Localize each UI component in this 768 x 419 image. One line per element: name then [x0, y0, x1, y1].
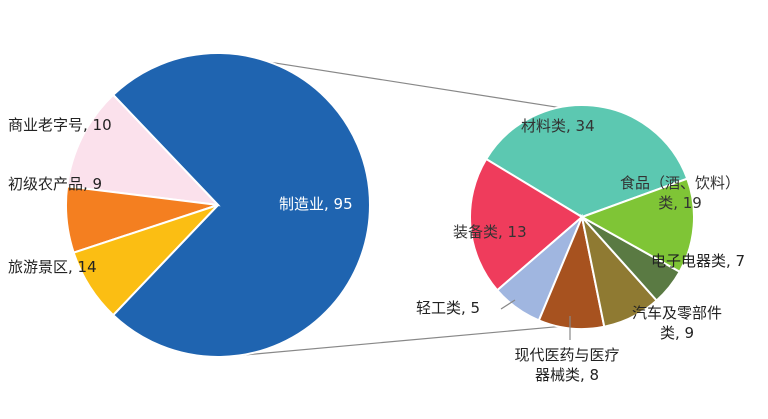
label-agri-products: 初级农产品, 9: [8, 175, 102, 193]
slice-旅游景区: [66, 93, 221, 207]
label-materials: 材料类, 34: [521, 117, 595, 135]
label-medical: 现代医药与医疗器械类, 8: [514, 346, 619, 384]
label-auto-parts: 汽车及零部件类, 9: [632, 304, 722, 342]
label-time-honored-brands: 商业老字号, 10: [8, 116, 112, 134]
label-electronics: 电子电器类, 7: [651, 252, 745, 270]
label-manufacturing: 制造业, 95: [279, 195, 353, 213]
label-light-industry: 轻工类, 5: [416, 299, 480, 317]
slice-labels: 制造业, 95 旅游景区, 14 初级农产品, 9 商业老字号, 10 材料类, 34 食…: [8, 116, 745, 384]
label-food: 食品（酒、饮料）类, 19: [620, 174, 740, 212]
label-equipment: 装备类, 13: [453, 223, 527, 241]
slice-商业老字号: [72, 204, 219, 317]
slice-食品-酒-饮料-类: [469, 157, 584, 292]
slice-装备类: [579, 177, 695, 274]
connector-line-top: [269, 61, 559, 109]
connector-lines: [223, 61, 559, 358]
label-tourism: 旅游景区, 14: [8, 258, 97, 276]
slice-制造业: [111, 52, 371, 358]
sub-pie: [469, 104, 695, 330]
connector-line-bottom: [223, 325, 559, 358]
leader-light-industry: [500, 299, 516, 310]
main-pie: [64, 52, 371, 358]
